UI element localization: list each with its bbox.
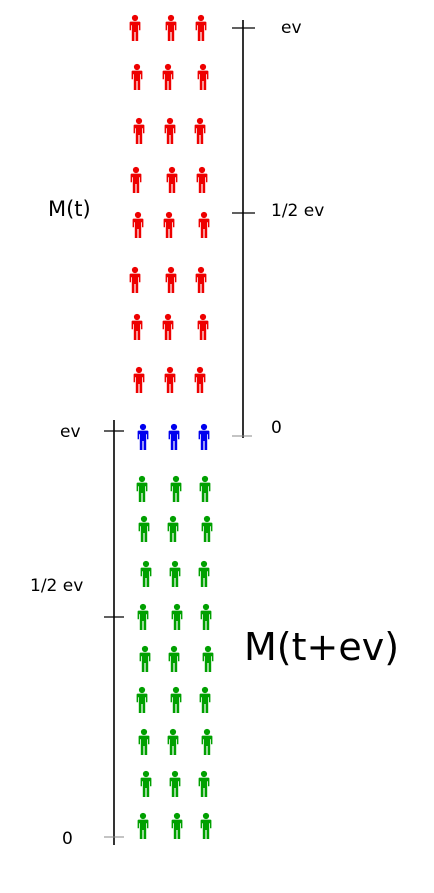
- person-icon: [133, 212, 144, 238]
- person-icon: [166, 15, 177, 41]
- person-icon: [196, 15, 207, 41]
- person-icon: [203, 646, 214, 672]
- upper-scale-title: M(t): [48, 197, 91, 221]
- person-icon: [139, 516, 150, 542]
- person-icon: [200, 687, 211, 713]
- person-icon: [168, 729, 179, 755]
- person-icon: [201, 813, 212, 839]
- person-icon: [163, 314, 174, 340]
- person-icon: [196, 267, 207, 293]
- person-icon: [199, 771, 210, 797]
- person-icon: [132, 64, 143, 90]
- person-icon: [137, 476, 148, 502]
- lower-scale-tick-label-mid: 1/2 ev: [30, 576, 83, 596]
- person-icon: [131, 167, 142, 193]
- person-icon: [137, 687, 148, 713]
- person-icon: [130, 15, 141, 41]
- person-icon: [138, 424, 149, 450]
- person-icon: [199, 424, 210, 450]
- lower-scale-tick-label-top: ev: [60, 422, 81, 442]
- person-icon: [170, 561, 181, 587]
- upper-scale-tick-label-mid: 1/2 ev: [271, 201, 324, 221]
- person-icon: [198, 64, 209, 90]
- person-icon: [138, 813, 149, 839]
- person-icon: [132, 314, 143, 340]
- person-icon: [139, 729, 150, 755]
- upper-scale-tick-label-top: ev: [281, 18, 302, 38]
- person-icon: [163, 64, 174, 90]
- person-icon: [198, 314, 209, 340]
- person-icon: [169, 646, 180, 672]
- lower-scale-tick-label-bottom: 0: [62, 829, 73, 849]
- person-icon: [167, 167, 178, 193]
- person-icon: [169, 424, 180, 450]
- person-icon: [141, 561, 152, 587]
- person-icon: [172, 813, 183, 839]
- person-icon: [138, 604, 149, 630]
- person-icon: [141, 771, 152, 797]
- person-icon: [195, 367, 206, 393]
- person-icon: [195, 118, 206, 144]
- upper-scale-tick-label-bottom: 0: [271, 418, 282, 438]
- people-grid: [130, 15, 214, 839]
- lower-scale-title: M(t+ev): [244, 625, 399, 669]
- person-icon: [170, 771, 181, 797]
- person-icon: [172, 604, 183, 630]
- person-icon: [197, 167, 208, 193]
- person-icon: [201, 604, 212, 630]
- person-icon: [202, 729, 213, 755]
- person-icon: [199, 561, 210, 587]
- person-icon: [199, 212, 210, 238]
- person-icon: [165, 118, 176, 144]
- person-icon: [166, 267, 177, 293]
- person-icon: [134, 367, 145, 393]
- person-icon: [171, 687, 182, 713]
- person-icon: [171, 476, 182, 502]
- person-icon: [140, 646, 151, 672]
- person-icon: [202, 516, 213, 542]
- person-icon: [164, 212, 175, 238]
- person-icon: [130, 267, 141, 293]
- person-icon: [165, 367, 176, 393]
- person-icon: [134, 118, 145, 144]
- person-icon: [168, 516, 179, 542]
- person-icon: [200, 476, 211, 502]
